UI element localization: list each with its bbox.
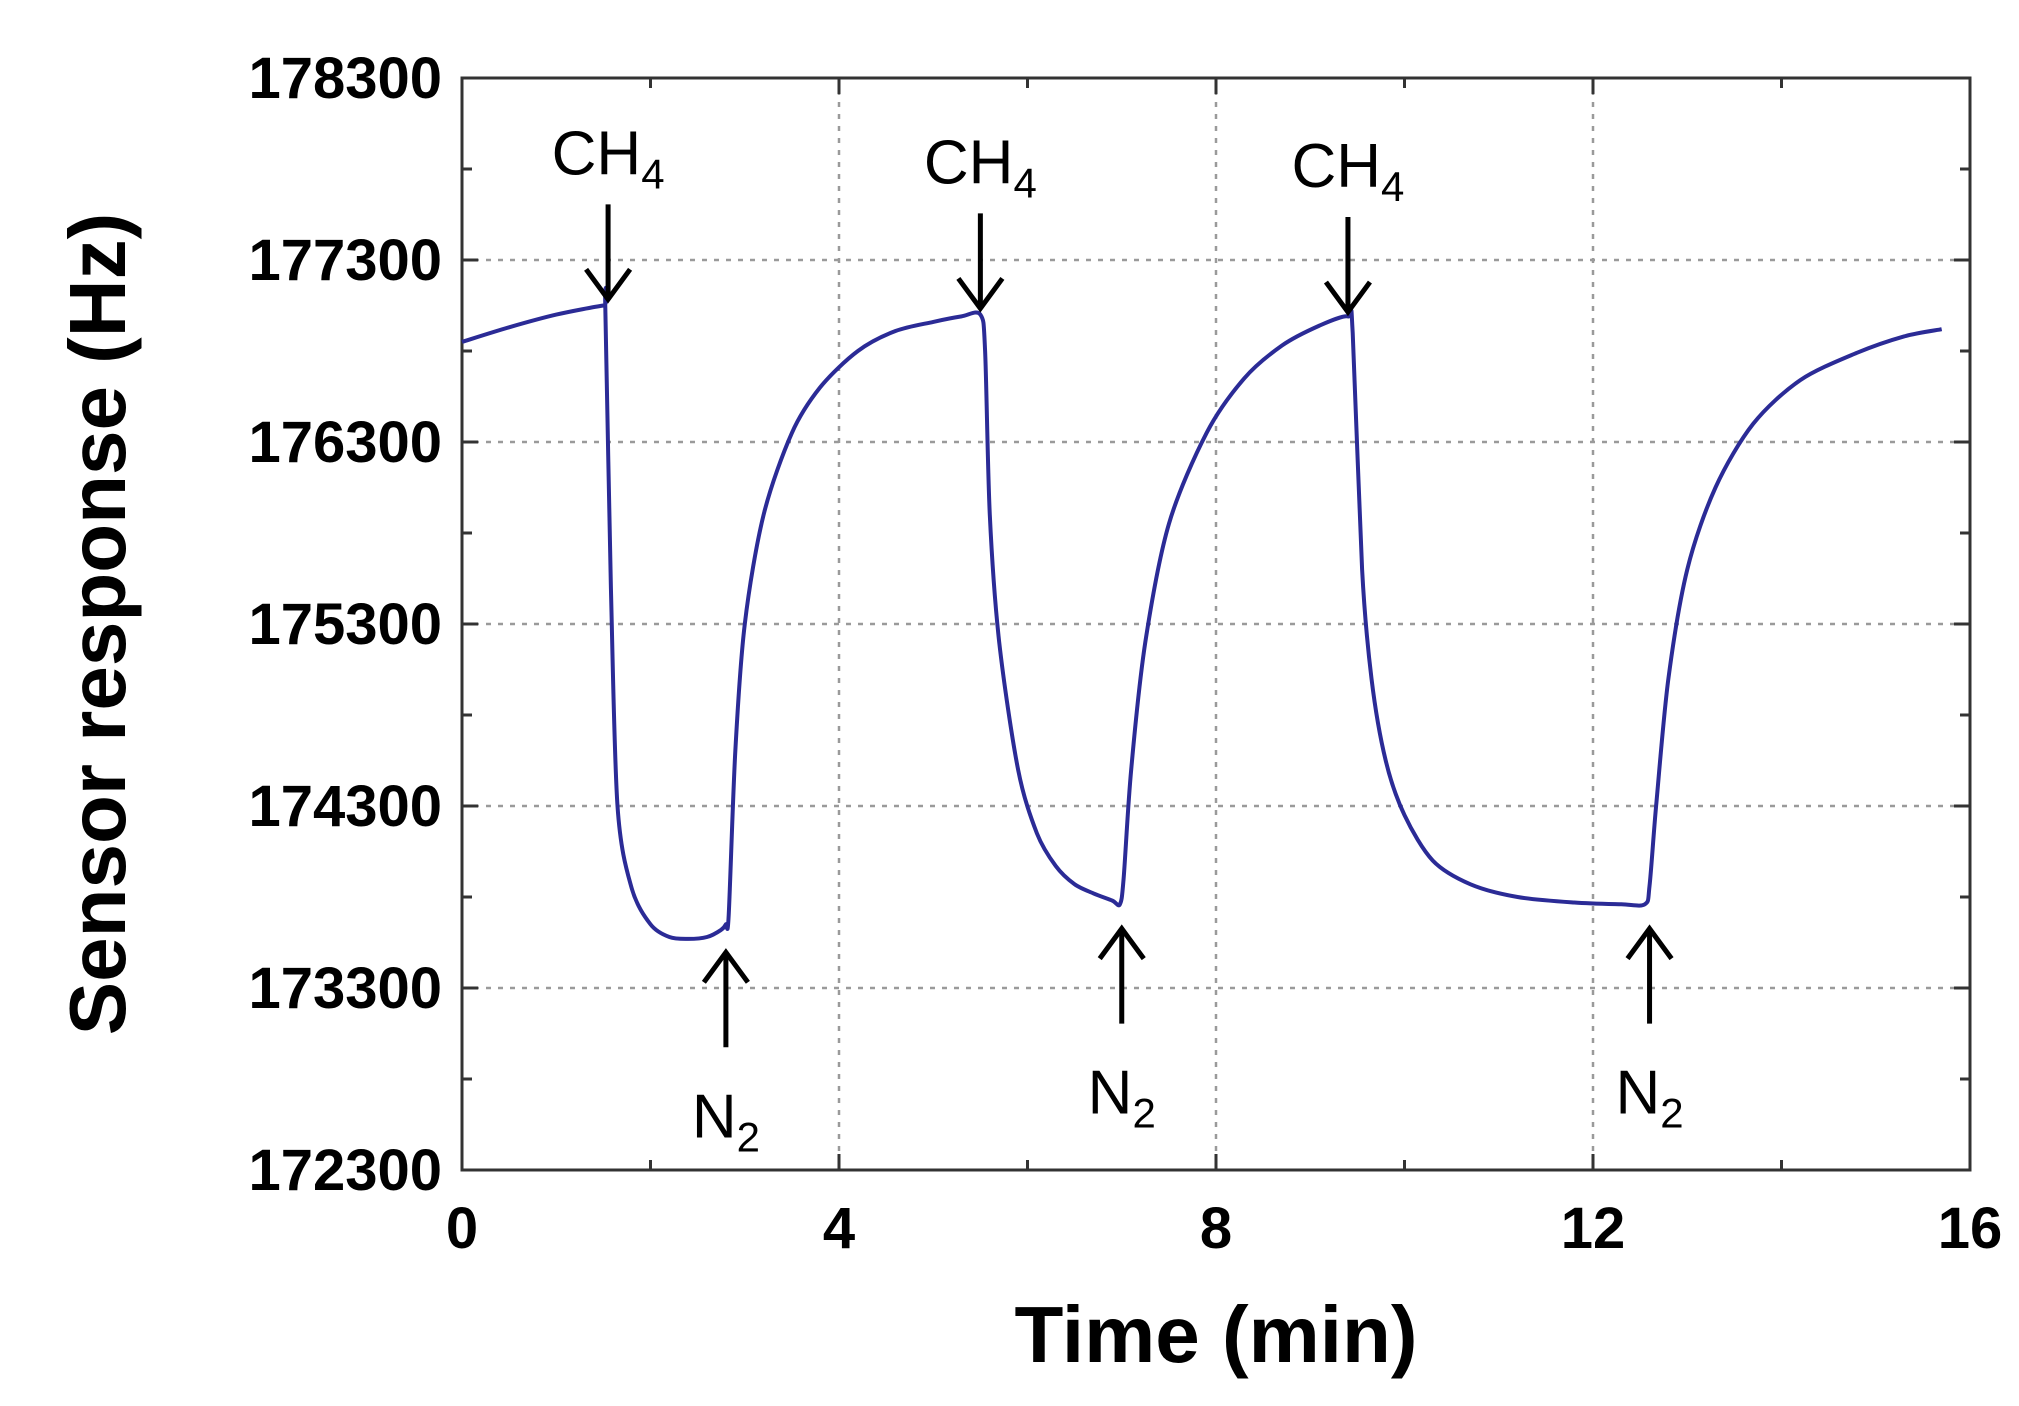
ch4-annotation: CH4 xyxy=(552,119,665,304)
sensor-response-line xyxy=(461,286,1943,941)
x-tick-label: 0 xyxy=(446,1196,478,1261)
y-tick-label: 178300 xyxy=(248,46,442,111)
arrow-head-icon xyxy=(956,276,1005,313)
y-axis-title: Sensor response (Hz) xyxy=(53,213,142,1035)
ch4-annotation: CH4 xyxy=(1291,132,1404,317)
x-tick-label: 4 xyxy=(823,1196,855,1261)
x-tick-label: 16 xyxy=(1938,1196,2003,1261)
annotation-label: CH4 xyxy=(552,119,665,197)
y-tick-label: 175300 xyxy=(248,592,442,657)
arrow-head-icon xyxy=(584,267,633,304)
annotation-layer: CH4 CH4 CH4 N2 N2 N2 xyxy=(552,119,1684,1160)
n2-annotation: N2 xyxy=(1088,924,1156,1137)
n2-annotation: N2 xyxy=(692,948,760,1160)
x-axis-title: Time (min) xyxy=(1014,1290,1417,1379)
annotation-label: CH4 xyxy=(1291,132,1404,210)
annotation-label: N2 xyxy=(1088,1059,1156,1137)
annotation-label: CH4 xyxy=(924,128,1037,206)
tick-label-layer: 172300 173300 174300 175300 176300 177300 1783… xyxy=(248,46,2002,1261)
arrow-head-icon xyxy=(1323,280,1372,317)
y-tick-label: 173300 xyxy=(248,956,442,1021)
y-tick-label: 176300 xyxy=(248,410,442,475)
grid-layer xyxy=(462,78,1970,1170)
annotation-label: N2 xyxy=(1615,1059,1683,1137)
annotation-label: N2 xyxy=(692,1082,760,1160)
n2-annotation: N2 xyxy=(1615,924,1684,1137)
arrow-head-icon xyxy=(1097,924,1146,961)
y-tick-label: 172300 xyxy=(248,1138,442,1203)
arrow-head-icon xyxy=(1625,924,1674,961)
ch4-annotation: CH4 xyxy=(924,128,1037,313)
y-tick-label: 177300 xyxy=(248,228,442,293)
series-layer xyxy=(461,286,1943,941)
x-tick-label: 12 xyxy=(1561,1196,1626,1261)
tick-layer xyxy=(460,76,1972,1172)
y-tick-label: 174300 xyxy=(248,774,442,839)
x-tick-label: 8 xyxy=(1200,1196,1232,1261)
arrow-head-icon xyxy=(701,948,750,984)
